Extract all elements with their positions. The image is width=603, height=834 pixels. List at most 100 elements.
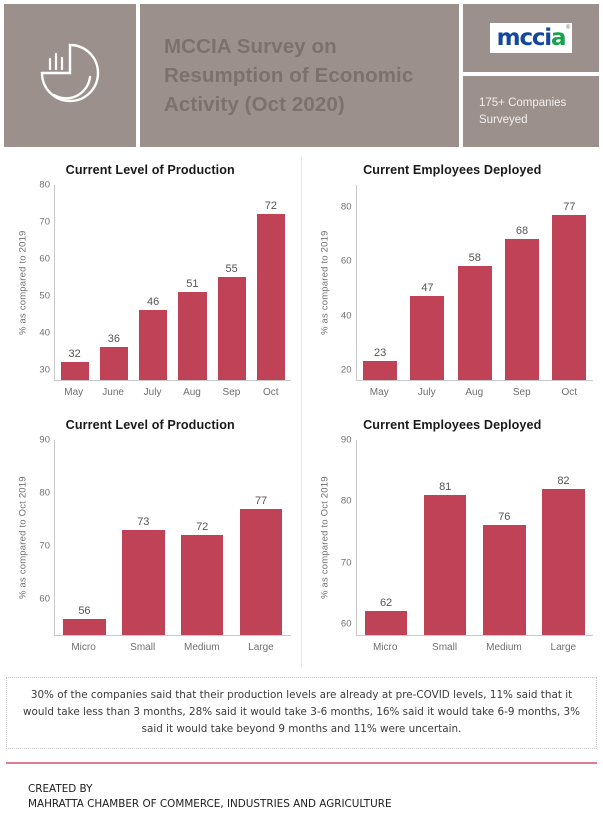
chart-cell-3: Current Employees Deployed % as compared… [302, 412, 603, 667]
chart-2-xtick: Medium [184, 642, 220, 653]
logo-text-green: a [551, 25, 567, 51]
bar-value-label: 51 [186, 277, 199, 290]
chart-cell-1: Current Employees Deployed % as compared… [302, 157, 603, 412]
chart-title-2: Current Level of Production [65, 418, 235, 432]
bar-group: 72 [173, 440, 232, 635]
bar-group: 32 [55, 185, 94, 380]
chart-2-ytick: 60 [39, 593, 50, 605]
chart-xaxis-0: May June July Aug Sep Oct [10, 381, 291, 398]
bar [552, 214, 587, 380]
chart-0-ytick: 40 [39, 327, 50, 339]
bar [178, 291, 207, 380]
bar-group: 73 [114, 440, 173, 635]
chart-2-ytick: 70 [39, 540, 50, 552]
logo-panel: mccia ® [463, 4, 599, 72]
bar-group: 81 [416, 440, 475, 635]
chart-0-ytick: 30 [39, 364, 50, 376]
chart-0-xtick: Oct [263, 387, 279, 398]
summary-note: 30% of the companies said that their pro… [6, 677, 597, 749]
chart-cell-2: Current Level of Production % as compare… [0, 412, 302, 667]
bar [364, 610, 408, 635]
chart-row-top: Current Level of Production % as compare… [0, 157, 603, 412]
chart-ylabel-1: % as compared to 2019 [319, 230, 330, 336]
chart-title-1: Current Employees Deployed [363, 163, 542, 177]
organization-name: MAHRATTA CHAMBER OF COMMERCE, INDUSTRIES… [28, 797, 392, 810]
chart-3-ytick: 90 [340, 434, 352, 446]
chart-yaxis-2: 60 70 80 90 [30, 435, 54, 636]
bar [256, 214, 285, 380]
mccia-logo: mccia ® [489, 23, 573, 53]
chart-0-ytick: 60 [39, 253, 50, 265]
survey-count-panel: 175+ Companies Surveyed [463, 76, 599, 147]
bar-value-label: 72 [196, 520, 209, 533]
chart-0-ytick: 70 [39, 216, 50, 228]
chart-1-xtick: Aug [465, 387, 484, 398]
chart-1-ytick: 60 [340, 255, 352, 267]
chart-1-xtick: July [417, 387, 436, 398]
chart-3-xtick: Large [550, 642, 577, 653]
chart-0-ytick: 50 [39, 290, 50, 302]
bar [363, 361, 398, 380]
chart-plot-2: 56 73 72 77 [54, 440, 291, 636]
header-icon-panel [4, 4, 136, 147]
chart-3-xtick: Small [432, 642, 458, 653]
chart-2-xtick: Small [130, 642, 156, 653]
bar-value-label: 81 [439, 480, 452, 493]
chart-ylabel-0: % as compared to 2019 [17, 230, 29, 336]
chart-2-xtick: Large [248, 642, 274, 653]
bar [99, 346, 128, 380]
header-title-panel: MCCIA Survey on Resumption of Economic A… [140, 4, 459, 147]
created-by-label: CREATED BY [28, 782, 93, 795]
chart-cell-0: Current Level of Production % as compare… [0, 157, 302, 412]
bar-group: 56 [55, 440, 114, 635]
bar [181, 534, 224, 635]
chart-yaxis-1: 20 40 60 80 [332, 185, 356, 381]
bar [217, 276, 246, 380]
bar [239, 508, 283, 635]
header-right-panel: mccia ® 175+ Companies Surveyed [463, 4, 599, 147]
bar [122, 529, 165, 635]
bar-value-label: 62 [379, 596, 393, 609]
bar-group: 68 [498, 185, 545, 380]
bar-value-label: 82 [557, 474, 570, 487]
bar-value-label: 23 [374, 347, 387, 360]
bar-group: 82 [534, 440, 593, 635]
logo-text-blue: mcci [496, 25, 553, 51]
chart-row-bottom: Current Level of Production % as compare… [0, 412, 603, 667]
bar-group: 23 [357, 185, 404, 380]
bar [423, 494, 467, 635]
chart-0-xtick: June [102, 387, 124, 398]
bar-group: 77 [546, 185, 593, 380]
chart-1-ytick: 40 [340, 310, 352, 322]
survey-count-label: 175+ Companies Surveyed [479, 96, 567, 126]
chart-ylabel-2: % as compared to Oct 2019 [17, 476, 29, 600]
bar [505, 239, 540, 380]
bar-value-label: 68 [515, 225, 529, 238]
chart-2-ytick: 90 [39, 434, 50, 446]
chart-3-ytick: 80 [340, 495, 352, 507]
chart-bars-1: 23 47 58 68 77 [357, 185, 594, 380]
chart-1-ytick: 80 [340, 201, 352, 213]
bar-value-label: 55 [225, 262, 238, 275]
chart-xaxis-3: Micro Small Medium Large [312, 636, 594, 653]
chart-1-ytick: 20 [340, 364, 352, 376]
chart-plot-1: 23 47 58 68 77 [355, 185, 594, 381]
bar-value-label: 77 [563, 200, 576, 213]
chart-1-xtick: May [369, 387, 389, 398]
bar-group: 51 [173, 185, 212, 380]
bar-group: 77 [232, 440, 291, 635]
bar-group: 76 [475, 440, 534, 635]
header: MCCIA Survey on Resumption of Economic A… [0, 0, 603, 147]
bar [457, 266, 492, 380]
bar [63, 619, 106, 635]
chart-1-xtick: Sep [512, 387, 531, 398]
chart-plot-0: 32 36 46 51 55 72 [54, 185, 291, 381]
bar [139, 310, 168, 380]
chart-2-xtick: Micro [71, 642, 96, 653]
chart-bars-2: 56 73 72 77 [55, 440, 291, 635]
chart-3-xtick: Micro [372, 642, 398, 653]
bar-group: 72 [251, 185, 290, 380]
bar-value-label: 56 [78, 605, 91, 618]
footer-divider [6, 761, 597, 764]
bar-group: 47 [404, 185, 451, 380]
